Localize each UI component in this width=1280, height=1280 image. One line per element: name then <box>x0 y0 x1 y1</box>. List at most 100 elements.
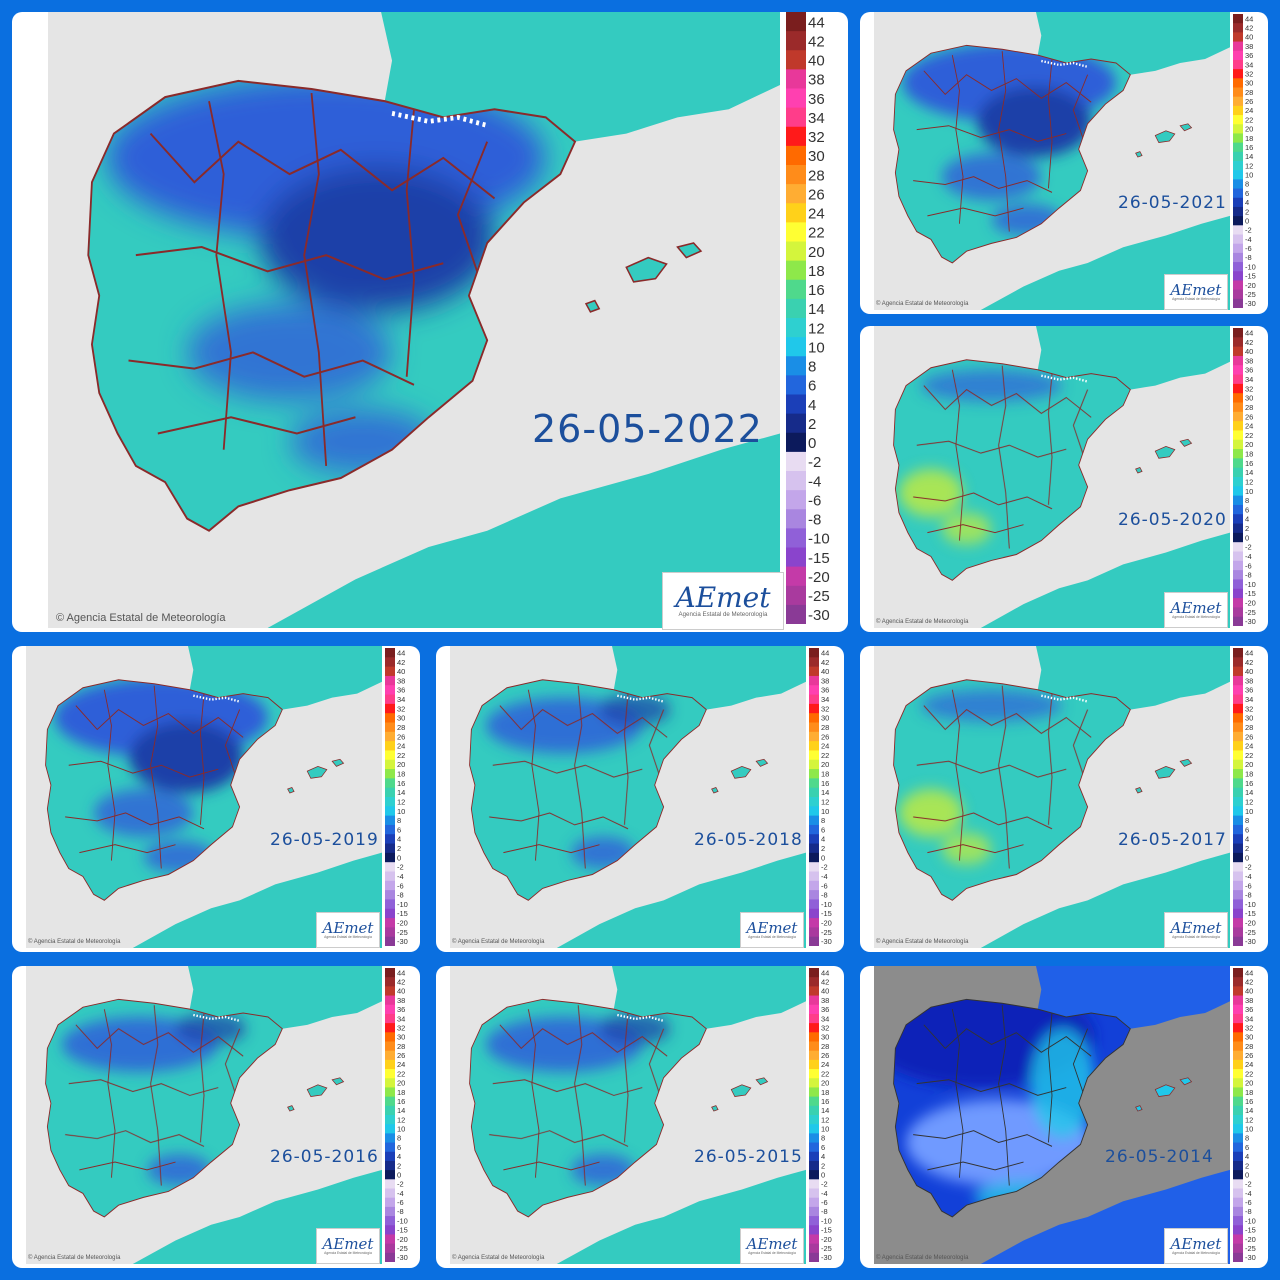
legend-swatch <box>809 1206 819 1217</box>
legend-swatch <box>1233 1115 1243 1125</box>
legend-label: 2 <box>397 1161 401 1170</box>
legend-swatch <box>809 1225 819 1235</box>
legend-label: 6 <box>1245 1143 1249 1152</box>
legend-label: 14 <box>1245 788 1253 797</box>
legend-swatch <box>385 918 395 928</box>
legend-label: -25 <box>808 588 830 605</box>
legend-label: 6 <box>397 1143 401 1152</box>
province-border <box>923 1024 1092 1057</box>
africa-landmass <box>267 433 780 628</box>
legend-swatch <box>385 797 395 807</box>
legend-swatch <box>385 694 395 705</box>
legend-label: 18 <box>1245 1088 1253 1097</box>
legend-label: 20 <box>1245 760 1253 769</box>
aemet-logo: AEmet Agencia Estatal de Meteorología <box>740 1228 804 1264</box>
province-border <box>492 760 643 778</box>
legend-label: 24 <box>808 206 825 223</box>
legend-label: -25 <box>1245 928 1256 937</box>
legend-swatch <box>786 69 806 89</box>
legend-swatch <box>385 806 395 817</box>
legend-label: -20 <box>821 1235 832 1244</box>
aemet-logo: AEmet Agencia Estatal de Meteorología <box>1164 274 1228 310</box>
legend-swatch <box>1233 1216 1243 1226</box>
legend-swatch <box>1233 862 1243 872</box>
temperature-map <box>48 12 780 628</box>
balearic-island <box>306 765 328 779</box>
legend-label: -6 <box>821 1198 828 1207</box>
france-landmass <box>187 646 382 710</box>
legend-swatch <box>385 1133 395 1144</box>
legend-swatch <box>1233 551 1243 562</box>
legend-label: 28 <box>397 1042 405 1051</box>
legend-label: 6 <box>1245 505 1249 514</box>
temperature-legend: 44 42 40 38 36 34 32 30 28 26 24 22 20 18 16 14 12 10 8 6 4 2… <box>385 968 419 1262</box>
legend-swatch <box>385 862 395 872</box>
legend-swatch <box>1233 750 1243 761</box>
legend-label: 32 <box>821 1023 829 1032</box>
legend-swatch <box>809 1115 819 1125</box>
legend-swatch <box>1233 1197 1243 1208</box>
legend-label: 28 <box>1245 88 1253 97</box>
province-border <box>456 141 489 280</box>
legend-swatch <box>1233 188 1243 199</box>
legend-swatch <box>1233 383 1243 394</box>
legend-swatch <box>1233 206 1243 217</box>
legend-swatch <box>385 927 395 938</box>
balearic-island <box>584 299 601 313</box>
legend-label: 28 <box>821 723 829 732</box>
legend-label: 22 <box>397 751 405 760</box>
legend-swatch <box>1233 607 1243 618</box>
legend-swatch <box>1233 439 1243 450</box>
legend-label: 34 <box>808 110 825 127</box>
legend-label: 20 <box>397 760 405 769</box>
balearic-island <box>1154 765 1176 779</box>
legend-swatch <box>809 1124 819 1134</box>
legend-label: -8 <box>397 1207 404 1216</box>
legend-swatch <box>809 657 819 668</box>
legend-swatch <box>385 1206 395 1217</box>
legend-label: 36 <box>1245 1005 1253 1014</box>
province-border <box>927 844 1024 854</box>
legend-swatch <box>385 1124 395 1134</box>
legend-swatch <box>1233 346 1243 357</box>
legend-label: 22 <box>1245 431 1253 440</box>
legend-label: 10 <box>397 807 405 816</box>
temperature-map <box>26 646 382 948</box>
legend-label: 20 <box>808 244 825 261</box>
date-label: 26-05-2016 <box>270 1147 379 1168</box>
legend-swatch <box>1233 769 1243 779</box>
legend-label: 44 <box>821 968 829 977</box>
legend-swatch <box>1233 1032 1243 1042</box>
legend-label: -30 <box>808 607 830 624</box>
legend-label: 40 <box>397 987 405 996</box>
province-border <box>224 709 241 778</box>
legend-label: -2 <box>808 454 821 471</box>
legend-label: 38 <box>821 676 829 685</box>
legend-label: -10 <box>821 1216 832 1225</box>
legend-label: 28 <box>808 167 825 184</box>
legend-swatch <box>1233 1059 1243 1070</box>
legend-swatch <box>1233 337 1243 348</box>
legend-swatch <box>1233 133 1243 144</box>
legend-label: -15 <box>1245 272 1256 281</box>
legend-label: 42 <box>821 978 829 987</box>
map-area <box>26 966 382 1264</box>
legend-label: 16 <box>1245 459 1253 468</box>
legend-label: 22 <box>821 751 829 760</box>
legend-swatch <box>1233 59 1243 70</box>
legend-label: -6 <box>397 881 404 890</box>
province-border <box>527 1009 540 1178</box>
legend-label: 0 <box>821 853 825 862</box>
legend-label: -2 <box>397 1180 404 1189</box>
legend-swatch <box>786 318 806 338</box>
balearic-island <box>287 1105 295 1112</box>
province-border <box>527 689 540 861</box>
map-panel-2014: 44 42 40 38 36 34 32 30 28 26 24 22 20 18 16 14 12 10 8 6 4 2… <box>860 966 1268 1268</box>
legend-swatch <box>809 1032 819 1042</box>
legend-label: 36 <box>808 91 825 108</box>
legend-swatch <box>786 394 806 415</box>
legend-label: -10 <box>808 531 830 548</box>
legend-label: 44 <box>1245 14 1253 23</box>
legend-label: 12 <box>1245 797 1253 806</box>
legend-label: 44 <box>1245 968 1253 977</box>
